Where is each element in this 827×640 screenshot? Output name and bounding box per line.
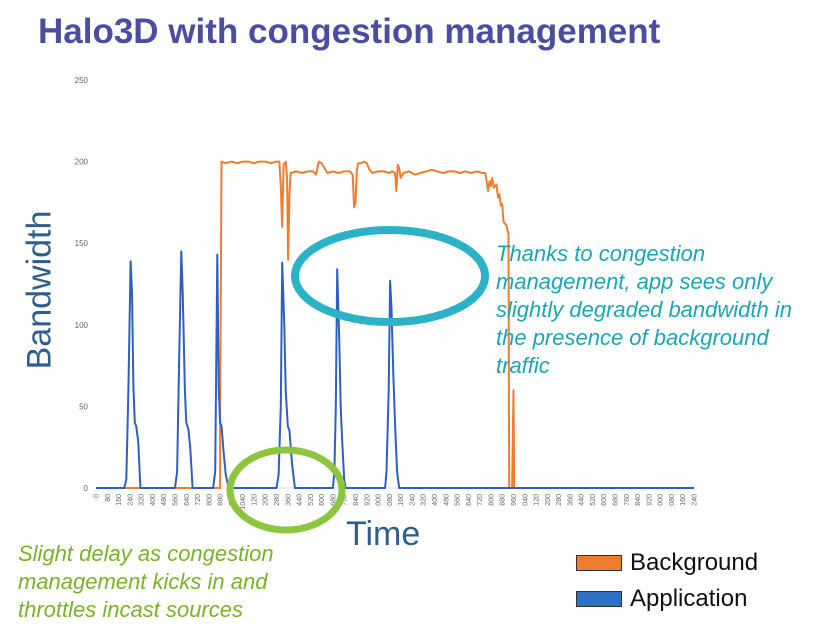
x-tick-label: 560 [455, 494, 462, 506]
x-tick-label: 080 [669, 494, 676, 506]
series-line-application [96, 250, 694, 489]
x-tick-label: 280 [556, 494, 563, 506]
x-tick-label: 320 [139, 494, 146, 506]
x-tick-label: 360 [567, 494, 574, 506]
x-tick-label: 520 [590, 494, 597, 506]
y-tick-label: 50 [79, 402, 88, 411]
highlight-ellipse-left [226, 446, 346, 534]
x-tick-label: 0 [94, 494, 101, 498]
series-line-background [96, 160, 694, 489]
slide-title: Halo3D with congestion management [38, 12, 661, 51]
legend-label-application: Application [630, 585, 748, 612]
x-tick-label: 680 [330, 494, 337, 506]
x-tick-label: 000 [376, 494, 383, 506]
y-axis-label: Bandwidth [20, 210, 59, 370]
x-tick-label: 600 [319, 494, 326, 506]
y-tick-label: 0 [84, 484, 89, 493]
x-tick-label: 240 [409, 494, 416, 506]
y-tick-label: 200 [75, 158, 89, 167]
x-tick-label: 840 [635, 494, 642, 506]
x-tick-label: 960 [511, 494, 518, 506]
x-tick-label: 480 [161, 494, 168, 506]
x-tick-label: 80 [105, 494, 112, 502]
legend-label-background: Background [630, 549, 759, 576]
x-tick-label: 680 [613, 494, 620, 506]
x-tick-label: 120 [251, 494, 258, 506]
x-tick-label: 880 [500, 494, 507, 506]
x-tick-label: 880 [218, 494, 225, 506]
x-tick-label: 560 [172, 494, 179, 506]
highlight-ellipse-right [291, 226, 489, 326]
x-tick-label: 1040 [240, 494, 247, 510]
x-tick-label: 200 [263, 494, 270, 506]
x-tick-label: 440 [579, 494, 586, 506]
x-tick-label: 800 [488, 494, 495, 506]
x-tick-label: 160 [398, 494, 405, 506]
x-tick-label: 320 [421, 494, 428, 506]
congestion-management-note: Thanks to congestion management, app see… [496, 241, 792, 378]
chart-legend: Background Application [576, 545, 758, 617]
x-tick-label: 520 [308, 494, 315, 506]
x-tick-label: 840 [353, 494, 360, 506]
legend-item-application: Application [576, 581, 758, 617]
x-tick-label: 480 [443, 494, 450, 506]
x-tick-label: 720 [195, 494, 202, 506]
x-tick-label: 640 [184, 494, 191, 506]
x-tick-label: 000 [658, 494, 665, 506]
x-tick-label: 160 [116, 494, 123, 506]
x-tick-label: 800 [206, 494, 213, 506]
x-tick-label: 240 [692, 494, 699, 506]
y-tick-label: 100 [75, 321, 89, 330]
y-tick-label: 250 [75, 76, 89, 85]
x-tick-label: 080 [387, 494, 394, 506]
y-tick-label: 150 [75, 239, 89, 248]
x-tick-label: 400 [150, 494, 157, 506]
x-tick-label: 720 [477, 494, 484, 506]
x-tick-label: 360 [285, 494, 292, 506]
x-tick-label: 200 [545, 494, 552, 506]
x-tick-label: 600 [601, 494, 608, 506]
x-tick-label: 920 [646, 494, 653, 506]
x-tick-label: 120 [534, 494, 541, 506]
x-tick-label: 240 [127, 494, 134, 506]
x-tick-label: 760 [624, 494, 631, 506]
x-tick-label: 640 [466, 494, 473, 506]
legend-swatch-background [576, 555, 622, 571]
x-axis-label: Time [346, 515, 421, 553]
x-tick-label: 440 [297, 494, 304, 506]
x-tick-label: 920 [364, 494, 371, 506]
x-tick-label: 280 [274, 494, 281, 506]
x-tick-label: 760 [342, 494, 349, 506]
x-tick-label: 160 [680, 494, 687, 506]
legend-swatch-application [576, 591, 622, 607]
legend-item-background: Background [576, 545, 758, 581]
x-tick-label: 040 [522, 494, 529, 506]
x-tick-label: 400 [432, 494, 439, 506]
delay-note: Slight delay as congestion management ki… [18, 541, 274, 622]
